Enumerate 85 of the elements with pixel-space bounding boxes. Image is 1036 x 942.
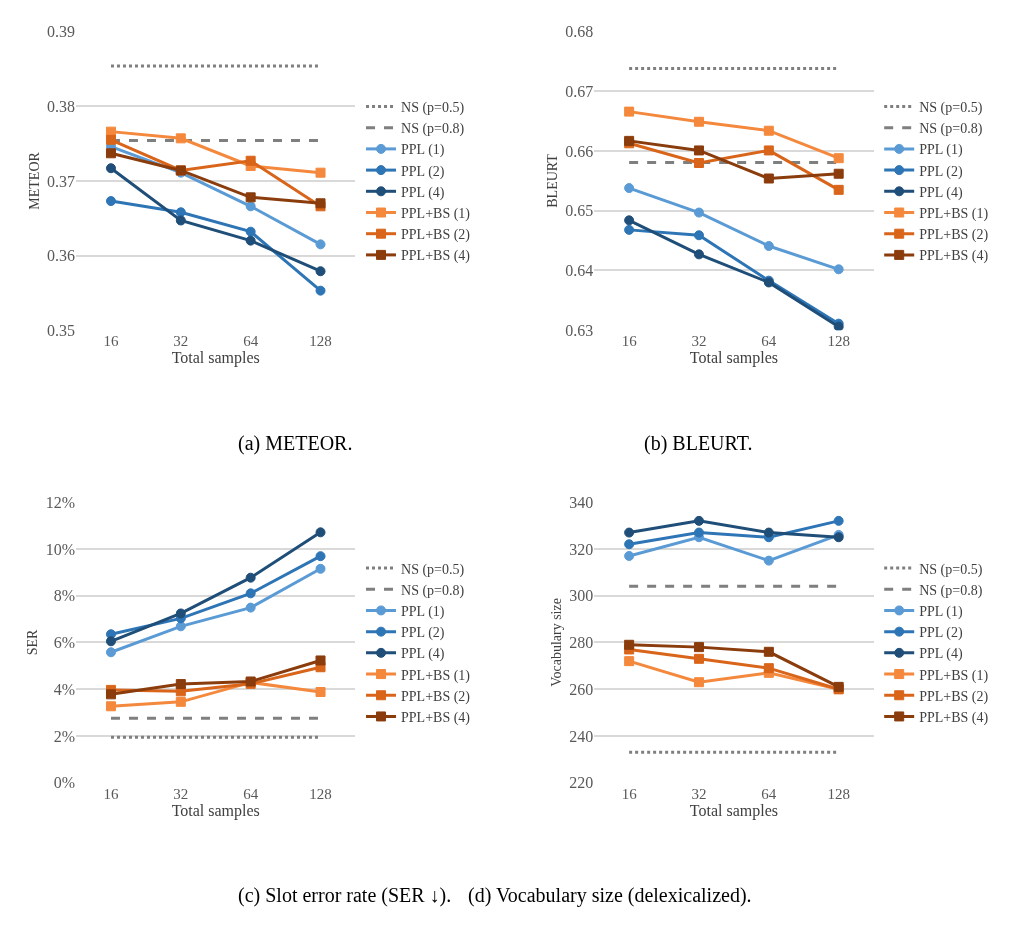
legend-label: PPL (4) bbox=[401, 184, 445, 201]
x-tick-label: 64 bbox=[761, 785, 777, 802]
y-axis-title: SER bbox=[25, 628, 41, 656]
y-tick-label: 8% bbox=[53, 587, 76, 605]
y-tick-label: 0.63 bbox=[565, 321, 594, 339]
y-tick-label: 0% bbox=[53, 774, 76, 792]
x-tick-label: 32 bbox=[691, 785, 707, 802]
y-tick-label: 0.38 bbox=[47, 97, 76, 115]
y-tick-label: 340 bbox=[569, 493, 594, 511]
x-tick-label: 128 bbox=[309, 333, 332, 350]
y-tick-label: 320 bbox=[569, 540, 594, 558]
legend-label: PPL (4) bbox=[919, 184, 963, 201]
legend-label: PPL (4) bbox=[919, 646, 963, 663]
y-tick-label: 0.35 bbox=[47, 321, 76, 339]
legend-label: NS (p=0.8) bbox=[919, 121, 983, 138]
x-tick-label: 32 bbox=[173, 333, 189, 350]
legend-label: PPL+BS (1) bbox=[919, 667, 989, 684]
y-tick-label: 10% bbox=[45, 540, 76, 558]
legend-label: NS (p=0.5) bbox=[401, 99, 465, 116]
x-axis-title: Total samples bbox=[171, 349, 260, 368]
legend-label: PPL+BS (2) bbox=[919, 227, 989, 244]
y-tick-label: 0.68 bbox=[565, 23, 594, 41]
x-tick-label: 128 bbox=[827, 333, 850, 350]
x-tick-label: 64 bbox=[243, 785, 259, 802]
x-tick-label: 32 bbox=[173, 785, 189, 802]
text: (c) Slot error rate (SER ↓). bbox=[238, 884, 452, 907]
legend-label: PPL+BS (1) bbox=[401, 205, 471, 222]
y-tick-label: 0.66 bbox=[565, 142, 594, 160]
x-tick-label: 64 bbox=[761, 333, 777, 350]
legend-label: NS (p=0.8) bbox=[401, 121, 465, 138]
legend-label: NS (p=0.5) bbox=[919, 99, 983, 116]
text: (d) Vocabulary size (delexicalized). bbox=[468, 884, 752, 907]
legend-label: PPL+BS (1) bbox=[401, 667, 471, 684]
legend-label: NS (p=0.5) bbox=[919, 561, 983, 578]
legend-label: PPL (1) bbox=[919, 603, 963, 620]
y-axis-title: BLEURT bbox=[544, 153, 560, 208]
legend-label: PPL+BS (1) bbox=[919, 205, 989, 222]
y-tick-label: 240 bbox=[569, 727, 594, 745]
x-tick-label: 16 bbox=[621, 785, 638, 802]
legend-label: PPL (2) bbox=[401, 163, 445, 180]
y-tick-label: 0.67 bbox=[565, 82, 594, 100]
x-tick-label: 16 bbox=[621, 333, 638, 350]
x-tick-label: 32 bbox=[691, 333, 707, 350]
legend-label: PPL+BS (2) bbox=[919, 688, 989, 705]
y-tick-label: 4% bbox=[53, 680, 76, 698]
x-tick-label: 128 bbox=[827, 785, 850, 802]
y-tick-label: 220 bbox=[569, 774, 594, 792]
y-tick-label: 0.37 bbox=[47, 172, 76, 190]
legend-label: NS (p=0.5) bbox=[401, 561, 465, 578]
legend-label: PPL+BS (4) bbox=[401, 248, 471, 265]
legend-label: PPL (1) bbox=[401, 603, 445, 620]
legend-label: NS (p=0.8) bbox=[919, 582, 983, 599]
legend-label: PPL+BS (2) bbox=[401, 227, 471, 244]
x-tick-label: 64 bbox=[243, 333, 259, 350]
x-axis-title: Total samples bbox=[171, 801, 260, 820]
legend-label: PPL+BS (4) bbox=[919, 248, 989, 265]
y-axis-title: METEOR bbox=[26, 151, 42, 210]
legend-label: PPL+BS (4) bbox=[401, 709, 471, 726]
legend-label: PPL (2) bbox=[401, 625, 445, 642]
y-tick-label: 0.65 bbox=[565, 202, 594, 220]
legend-label: PPL+BS (4) bbox=[919, 709, 989, 726]
y-axis-title: Vocabulary size bbox=[548, 598, 564, 687]
x-tick-label: 128 bbox=[309, 785, 332, 802]
legend-label: NS (p=0.8) bbox=[401, 582, 465, 599]
y-tick-label: 260 bbox=[569, 680, 594, 698]
y-tick-label: 300 bbox=[569, 587, 594, 605]
y-tick-label: 280 bbox=[569, 634, 594, 652]
y-tick-label: 12% bbox=[45, 493, 76, 511]
legend-label: PPL+BS (2) bbox=[401, 688, 471, 705]
text: (a) METEOR. bbox=[238, 432, 353, 455]
legend-label: PPL (4) bbox=[401, 646, 445, 663]
x-tick-label: 16 bbox=[103, 785, 119, 802]
y-tick-label: 0.36 bbox=[47, 247, 76, 265]
x-axis-title: Total samples bbox=[689, 349, 778, 368]
y-tick-label: 0.39 bbox=[47, 23, 76, 41]
legend-label: PPL (2) bbox=[919, 163, 963, 180]
x-tick-label: 16 bbox=[103, 333, 119, 350]
legend-label: PPL (1) bbox=[401, 142, 445, 159]
y-tick-label: 0.64 bbox=[565, 262, 594, 280]
y-tick-label: 6% bbox=[53, 634, 76, 652]
text: (b) BLEURT. bbox=[644, 432, 753, 455]
legend-label: PPL (2) bbox=[919, 625, 963, 642]
x-axis-title: Total samples bbox=[689, 801, 778, 820]
legend-label: PPL (1) bbox=[919, 142, 963, 159]
y-tick-label: 2% bbox=[53, 727, 76, 745]
